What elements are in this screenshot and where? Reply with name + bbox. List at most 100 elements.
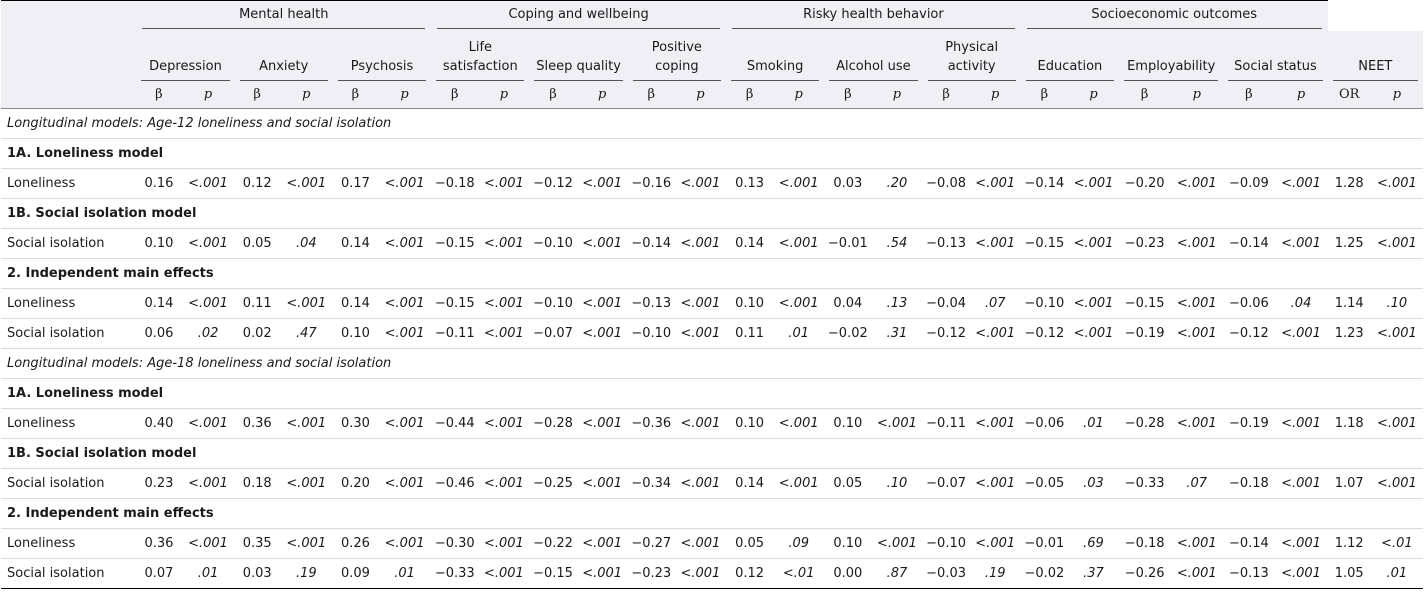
stat-header-row: β p β p β p β p β p β p β p β p β p β p β p β p OR p [1,81,1423,109]
p-value-cell: <.001 [279,168,333,199]
estimate-cell: −0.26 [1119,558,1171,589]
p-value-cell: <.001 [1170,528,1224,559]
p-value-cell: .13 [871,288,923,319]
model-header-row: 1A. Loneliness model [1,138,1423,169]
group-header-label: Risky health behavior [732,3,1015,29]
estimate-cell: 0.16 [136,168,182,199]
table-row: Loneliness 0.40 <.001 0.36 <.001 0.30 <.001 −0.… [1,408,1423,439]
beta-header: β [726,81,774,109]
outcome-header-line: Alcohol use [836,59,911,74]
p-value-cell: .47 [279,318,333,349]
estimate-cell: −0.14 [627,228,675,259]
p-value-cell: <.001 [1370,168,1423,199]
estimate-cell: −0.01 [1020,528,1068,559]
p-value-cell: <.001 [969,318,1021,349]
outcome-header: Employability [1119,31,1224,81]
estimate-cell: 0.03 [824,168,872,199]
estimate-cell: −0.11 [431,318,479,349]
p-value-cell: .20 [871,168,923,199]
estimate-cell: −0.27 [627,528,675,559]
outcome-header: Life satisfaction [431,31,530,81]
p-value-cell: <.001 [1274,408,1328,439]
outcome-header-label: Social status [1228,57,1323,81]
p-value-cell: <.001 [279,408,333,439]
estimate-cell: 0.13 [726,168,774,199]
beta-header: β [234,81,280,109]
estimate-cell: 1.23 [1327,318,1371,349]
estimate-cell: 0.14 [726,228,774,259]
p-header: p [576,81,628,109]
estimate-cell: 0.00 [824,558,872,589]
model-header-row: 2. Independent main effects [1,498,1423,529]
outcome-header-label: Life satisfaction [436,38,525,81]
p-value-cell: <.001 [1170,288,1224,319]
model-title: 1B. Social isolation model [1,438,1423,469]
p-value-cell: <.001 [1370,318,1423,349]
p-value-cell: <.001 [181,228,235,259]
estimate-cell: 0.04 [824,288,872,319]
estimate-cell: 0.10 [332,318,378,349]
estimate-cell: −0.25 [529,468,577,499]
beta-header: β [824,81,872,109]
row-label: Social isolation [1,228,137,259]
estimate-cell: −0.01 [824,228,872,259]
p-value-cell: <.001 [181,408,235,439]
table-row: Social isolation 0.23 <.001 0.18 <.001 0.20 <.… [1,468,1423,499]
outcome-header-label: Depression [141,57,230,81]
p-value-cell: .03 [1067,468,1120,499]
p-header: p [181,81,235,109]
p-value-cell: <.001 [478,408,530,439]
estimate-cell: −0.10 [627,318,675,349]
table-row: Social isolation 0.10 <.001 0.05.04 0.14 <.00… [1,228,1423,259]
estimate-cell: 0.23 [136,468,182,499]
group-header-label: Coping and wellbeing [437,3,721,29]
p-value-cell: .07 [969,288,1021,319]
estimate-cell: 1.14 [1327,288,1371,319]
p-value-cell: <.001 [478,228,530,259]
outcome-header-line: Physical [945,40,999,55]
p-value-cell: <.001 [674,408,727,439]
p-value-cell: <.001 [377,468,432,499]
group-header-row: Mental health Coping and wellbeing Risky h… [1,0,1423,31]
p-value-cell: .19 [969,558,1021,589]
outcome-header: Positive coping [627,31,727,81]
table-row: Social isolation 0.07.01 0.03.19 0.09.01 −0.… [1,558,1423,589]
p-value-cell: <.001 [1170,318,1224,349]
outcome-header-line: Depression [149,59,222,74]
p-value-cell: <.001 [478,558,530,589]
outcome-header-label: Employability [1124,57,1219,81]
table-row: Social isolation 0.06.02 0.02.47 0.10 <.001−… [1,318,1423,349]
model-title: 2. Independent main effects [1,498,1423,529]
p-value-cell: <.001 [1170,228,1224,259]
estimate-cell: 0.35 [234,528,280,559]
p-value-cell: <.001 [279,288,333,319]
p-value-cell: <.001 [674,288,727,319]
estimate-cell: 0.09 [332,558,378,589]
outcome-header-label: Physical activity [927,38,1016,81]
p-header: p [1274,81,1328,109]
p-value-cell: .87 [871,558,923,589]
p-header: p [1067,81,1120,109]
estimate-cell: 0.12 [234,168,280,199]
p-value-cell: .07 [1170,468,1224,499]
estimate-cell: −0.33 [1119,468,1171,499]
estimate-cell: 0.14 [332,228,378,259]
estimate-cell: 0.06 [136,318,182,349]
outcome-header: Sleep quality [529,31,628,81]
beta-header: β [529,81,577,109]
estimate-cell: −0.19 [1119,318,1171,349]
estimate-cell: −0.15 [1119,288,1171,319]
estimate-cell: 1.12 [1327,528,1371,559]
estimate-cell: 0.10 [726,408,774,439]
estimate-cell: −0.10 [529,228,577,259]
outcome-header-line: Education [1037,59,1103,74]
p-value-cell: <.001 [773,468,825,499]
outcome-header-label: NEET [1332,57,1418,81]
estimate-cell: −0.23 [627,558,675,589]
model-title: 2. Independent main effects [1,258,1423,289]
estimate-cell: −0.44 [431,408,479,439]
p-header: p [279,81,333,109]
p-value-cell: <.001 [674,468,727,499]
outcome-header: Depression [136,31,235,81]
